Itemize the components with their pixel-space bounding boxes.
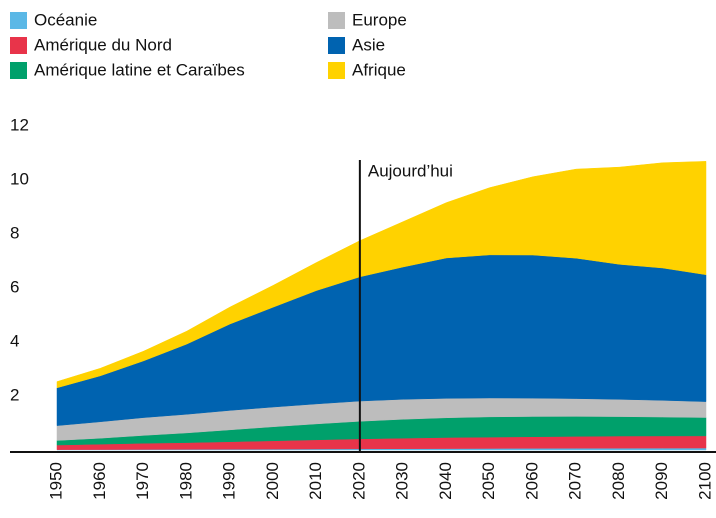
- x-tick-label: 2100: [695, 462, 714, 500]
- x-tick-label: 2050: [479, 462, 498, 500]
- x-tick-label: 2070: [566, 462, 585, 500]
- legend-swatch: [10, 37, 27, 54]
- legend-swatch: [10, 12, 27, 29]
- y-tick-label: 2: [10, 385, 19, 404]
- x-tick-label: 1970: [133, 462, 152, 500]
- legend-label: Amérique du Nord: [34, 35, 172, 54]
- x-tick-label: 2080: [609, 462, 628, 500]
- x-tick-label: 2030: [393, 462, 412, 500]
- legend-swatch: [10, 62, 27, 79]
- legend-label: Europe: [352, 10, 407, 29]
- y-tick-label: 4: [10, 331, 19, 350]
- x-tick-label: 2060: [522, 462, 541, 500]
- x-tick-label: 1980: [176, 462, 195, 500]
- legend-label: Amérique latine et Caraïbes: [34, 60, 245, 79]
- y-tick-label: 8: [10, 223, 19, 242]
- x-tick-label: 1990: [220, 462, 239, 500]
- legend-swatch: [328, 37, 345, 54]
- x-tick-label: 2020: [349, 462, 368, 500]
- legend-label: Océanie: [34, 10, 97, 29]
- x-tick-label: 2090: [652, 462, 671, 500]
- legend-label: Afrique: [352, 60, 406, 79]
- annotation-label: Aujourd’hui: [368, 161, 453, 180]
- x-tick-label: 1950: [46, 462, 65, 500]
- x-tick-label: 2010: [306, 462, 325, 500]
- legend-label: Asie: [352, 35, 385, 54]
- x-tick-label: 1960: [90, 462, 109, 500]
- x-tick-label: 2040: [436, 462, 455, 500]
- y-tick-label: 12: [10, 115, 29, 134]
- x-tick-label: 2000: [263, 462, 282, 500]
- legend-swatch: [328, 12, 345, 29]
- y-tick-label: 6: [10, 277, 19, 296]
- legend-swatch: [328, 62, 345, 79]
- y-tick-label: 10: [10, 169, 29, 188]
- area: [56, 161, 707, 389]
